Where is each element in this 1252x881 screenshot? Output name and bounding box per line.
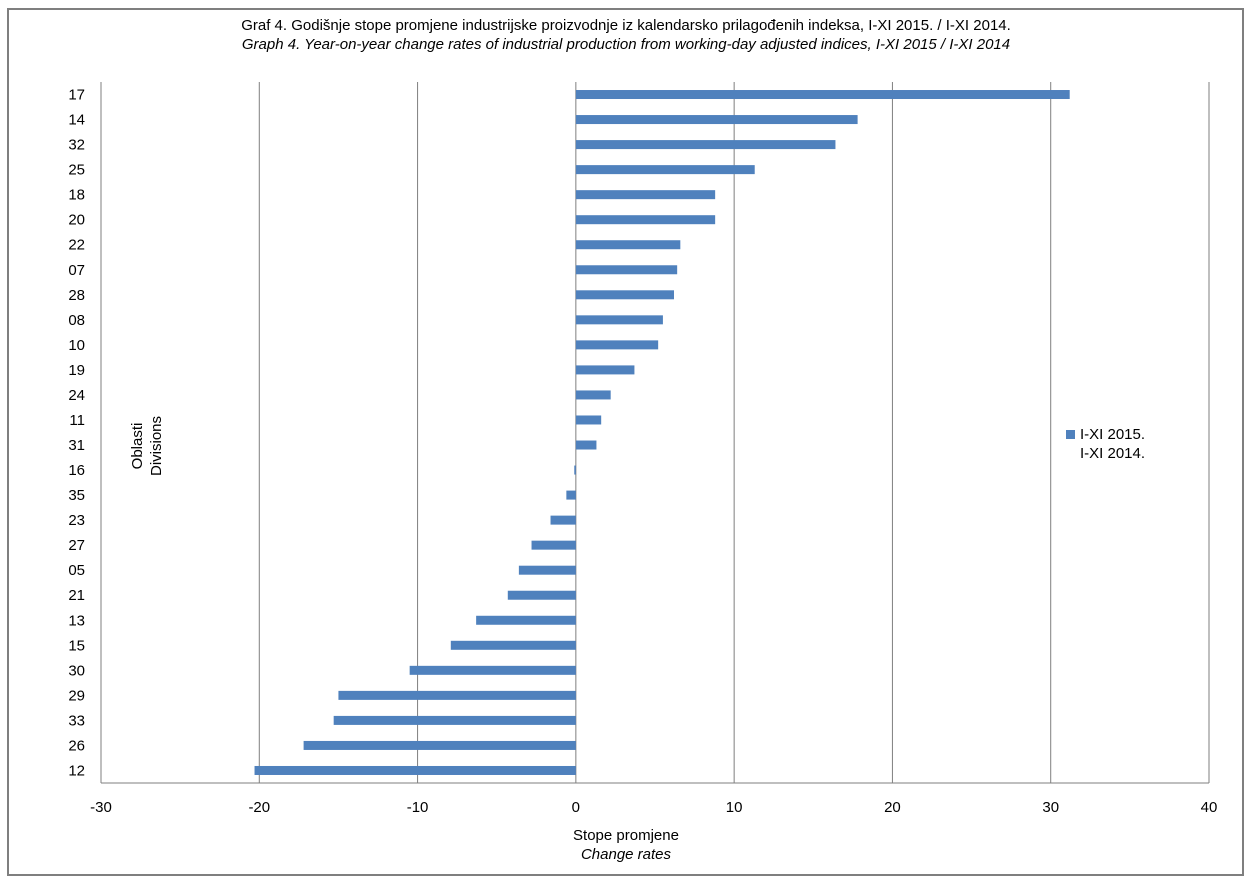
bar-11 <box>575 415 602 425</box>
bar-17 <box>575 90 1070 100</box>
bar-07 <box>575 265 678 275</box>
y-tick-label: 26 <box>68 737 85 754</box>
legend-label-line2: I-XI 2014. <box>1080 445 1146 462</box>
bar-24 <box>575 390 611 400</box>
bar-22 <box>575 240 681 250</box>
bar-08 <box>575 315 663 325</box>
x-tick-label: 20 <box>884 799 901 816</box>
bar-26 <box>303 740 576 750</box>
bar-12 <box>254 765 576 775</box>
bar-30 <box>409 665 576 675</box>
x-tick-labels: -30 -20 -10 0 10 20 30 40 <box>90 799 1217 816</box>
bar-27 <box>531 540 576 550</box>
legend-label-line1: I-XI 2015. <box>1080 426 1146 443</box>
x-tick-label: 0 <box>572 799 580 816</box>
bar-35 <box>566 490 576 500</box>
legend-swatch <box>1066 430 1075 439</box>
bar-15 <box>450 640 576 650</box>
legend: I-XI 2015. I-XI 2014. <box>1066 425 1145 463</box>
bar-18 <box>575 190 716 200</box>
bar-21 <box>507 590 576 600</box>
y-tick-label: 21 <box>68 587 85 604</box>
bar-16 <box>574 465 576 475</box>
x-tick-label: 30 <box>1042 799 1059 816</box>
y-tick-label: 15 <box>68 637 85 654</box>
bar-33 <box>333 715 576 725</box>
y-tick-label: 20 <box>68 212 85 229</box>
title-line-en: Graph 4. Year-on-year change rates of in… <box>241 36 1011 53</box>
bar-29 <box>338 690 576 700</box>
y-tick-label: 25 <box>68 162 85 179</box>
y-tick-label: 32 <box>68 137 85 154</box>
y-tick-label: 14 <box>68 112 85 129</box>
y-tick-label: 11 <box>69 412 85 429</box>
bar-23 <box>550 515 576 525</box>
bars <box>254 90 1070 775</box>
y-tick-label: 30 <box>68 662 85 679</box>
bar-05 <box>518 565 576 575</box>
title-line-hr: Graf 4. Godišnje stope promjene industri… <box>241 17 1011 34</box>
bar-13 <box>476 615 576 625</box>
bar-32 <box>575 140 836 150</box>
y-axis-title-hr: Oblasti <box>129 422 146 470</box>
y-tick-label: 12 <box>68 762 85 779</box>
bar-20 <box>575 215 716 225</box>
x-tick-label: -10 <box>407 799 429 816</box>
y-tick-label: 10 <box>68 337 85 354</box>
bar-31 <box>575 440 597 450</box>
y-tick-label: 24 <box>68 387 85 404</box>
legend-item: I-XI 2015. <box>1066 425 1145 444</box>
y-tick-label: 28 <box>68 287 85 304</box>
bar-19 <box>575 365 635 375</box>
bar-25 <box>575 165 755 175</box>
y-tick-label: 23 <box>68 512 85 529</box>
y-tick-label: 18 <box>68 187 85 204</box>
y-axis-title-en: Divisions <box>148 416 165 477</box>
y-tick-label: 31 <box>68 437 85 454</box>
y-tick-label: 16 <box>68 462 85 479</box>
y-tick-label: 27 <box>68 537 85 554</box>
y-tick-label: 05 <box>68 562 85 579</box>
y-tick-label: 19 <box>68 362 85 379</box>
y-axis-title: Oblasti Divisions <box>128 346 168 546</box>
bar-28 <box>575 290 674 300</box>
x-tick-label: 10 <box>726 799 743 816</box>
chart-frame <box>7 8 1244 876</box>
x-tick-label: -30 <box>90 799 112 816</box>
x-axis-title: Stope promjene Change rates <box>0 826 1252 864</box>
x-axis-title-en: Change rates <box>580 846 672 863</box>
y-tick-label: 35 <box>68 487 85 504</box>
y-tick-label: 13 <box>68 612 85 629</box>
y-tick-label: 29 <box>68 687 85 704</box>
gridlines <box>100 82 1210 784</box>
bar-10 <box>575 340 659 350</box>
y-tick-label: 22 <box>68 237 85 254</box>
x-tick-label: -20 <box>248 799 270 816</box>
bar-14 <box>575 115 858 125</box>
y-tick-label: 17 <box>68 87 85 104</box>
y-tick-label: 07 <box>68 262 85 279</box>
chart-title: Graf 4. Godišnje stope promjene industri… <box>0 16 1252 54</box>
y-tick-label: 33 <box>68 712 85 729</box>
x-axis-title-hr: Stope promjene <box>573 827 679 844</box>
y-tick-label: 08 <box>68 312 85 329</box>
y-tick-labels: 17 14 32 25 18 20 22 07 28 08 10 19 24 11 31 16 35 23 27 05… <box>68 87 85 780</box>
x-tick-label: 40 <box>1201 799 1218 816</box>
